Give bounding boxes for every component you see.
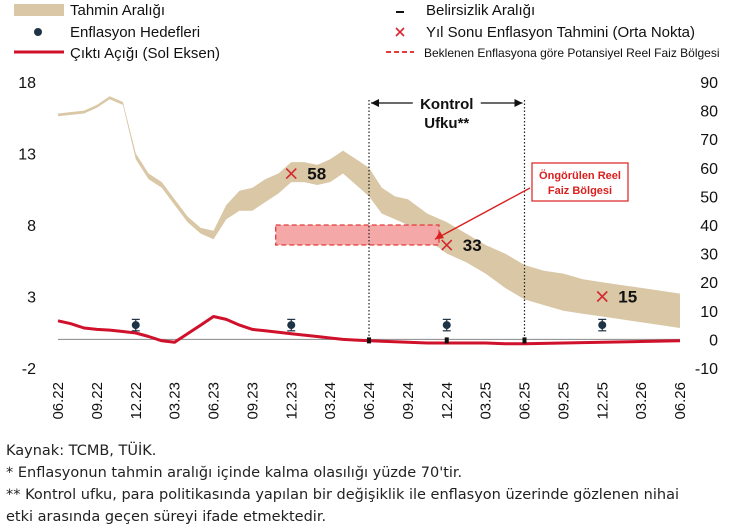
x-axis-tick-label: 09.24: [400, 382, 417, 420]
x-axis-tick-label: 03.25: [478, 382, 495, 420]
left-axis-tick-label: 18: [18, 75, 36, 92]
left-axis-tick-label: 3: [27, 290, 36, 307]
x-axis-tick-label: 12.24: [439, 382, 456, 420]
annotation-text-line1: Öngörülen Reel: [539, 169, 621, 182]
x-axis-tick-label: 03.26: [633, 382, 650, 420]
left-axis-tick-label: -2: [22, 361, 36, 378]
year-end-forecast-marker: [596, 290, 608, 303]
legend-forecast-label: Yıl Sonu Enflasyon Tahmini (Orta Nokta): [426, 24, 695, 41]
control-horizon-label-line2: Ufku**: [424, 115, 469, 132]
year-end-forecast-marker: [441, 239, 453, 251]
legend-forecast-swatch: [395, 27, 405, 37]
legend-target-swatch: [34, 28, 42, 36]
year-end-forecast-label: 58: [307, 165, 326, 184]
footnote-control-horizon-line2: etki arasında geçen süreyi ifade etmekte…: [6, 509, 327, 525]
x-axis-tick-label: 12.23: [283, 382, 300, 420]
x-axis-tick-label: 06.25: [517, 382, 534, 420]
year-end-forecast-marker: [285, 167, 297, 180]
x-axis-tick-label: 03.23: [167, 382, 184, 420]
year-end-forecast-label: 15: [618, 288, 637, 307]
legend-band-swatch: [14, 4, 64, 16]
real-rate-zone: [275, 224, 440, 246]
legend-target-label: Enflasyon Hedefleri: [70, 24, 200, 41]
footnote-control-horizon-line1: ** Kontrol ufku, para politikasında yapı…: [6, 487, 679, 503]
right-axis-tick-label: 80: [700, 104, 718, 121]
left-axis-tick-label: 13: [18, 147, 36, 164]
right-axis-tick-label: 0: [709, 332, 718, 349]
footnote-probability: * Enflasyonun tahmin aralığı içinde kalm…: [6, 465, 463, 481]
output-gap-line: [57, 315, 681, 346]
uncertainty-tick-1: [367, 337, 371, 344]
x-axis-tick-label: 06.23: [206, 382, 223, 420]
inflation-target-dot: [287, 321, 296, 330]
annotation-arrow: [434, 187, 531, 240]
inflation-target-dot: [598, 321, 607, 330]
x-axis-tick-label: 09.22: [89, 382, 106, 420]
right-axis-tick-label: 50: [700, 189, 718, 206]
x-axis-tick-label: 12.22: [128, 382, 145, 420]
source-note: Kaynak: TCMB, TÜİK.: [6, 443, 157, 459]
x-axis-tick-label: 06.24: [361, 382, 378, 420]
control-horizon-arrowhead-right: [514, 99, 523, 107]
control-horizon-label-bg: [412, 93, 481, 133]
inflation-target-dot: [442, 321, 451, 330]
x-axis-tick-label: 09.23: [244, 382, 261, 420]
right-axis-tick-label: 70: [700, 132, 718, 149]
chart-notes: Kaynak: TCMB, TÜİK. * Enflasyonun tahmin…: [6, 440, 726, 528]
control-horizon-arrowhead-left: [371, 99, 379, 107]
year-end-forecast-label: 33: [463, 236, 482, 255]
uncertainty-tick-2: [444, 337, 449, 344]
annotation-box: [531, 162, 629, 202]
x-axis-tick-label: 09.25: [555, 382, 572, 420]
chart-svg: Kontrol Ufku** 58 33 15 Öngörülen Reel Faiz Bö…: [14, 2, 720, 420]
right-axis-tick-label: 90: [700, 75, 718, 92]
forecast-range-band: [58, 96, 680, 328]
legend-real-rate-label: Beklenen Enflasyona göre Potansiyel Reel…: [424, 46, 720, 60]
x-axis-tick-label: 06.26: [672, 382, 689, 420]
legend-uncertainty-label: Belirsizlik Aralığı: [426, 2, 535, 19]
annotation-text-line2: Faiz Bölgesi: [548, 185, 612, 197]
inflation-target-dot: [131, 321, 140, 330]
left-axis-tick-label: 8: [27, 218, 36, 235]
legend-band-label: Tahmin Aralığı: [70, 2, 165, 19]
control-horizon-label-line1: Kontrol: [420, 96, 473, 113]
right-axis-tick-label: 10: [700, 304, 718, 321]
annotation-arrowhead: [434, 231, 444, 240]
x-axis-tick-label: 06.22: [50, 382, 67, 420]
right-axis-tick-label: 20: [700, 275, 718, 292]
uncertainty-tick-3: [522, 337, 527, 344]
right-axis-tick-label: 30: [700, 247, 718, 264]
x-axis-tick-label: 03.24: [322, 382, 339, 420]
right-axis-tick-label: 40: [700, 218, 718, 235]
x-axis-tick-label: 12.25: [594, 382, 611, 420]
legend-output-gap-label: Çıktı Açığı (Sol Eksen): [70, 45, 220, 62]
right-axis-tick-label: 60: [700, 161, 718, 178]
right-axis-tick-label: -10: [695, 361, 718, 378]
